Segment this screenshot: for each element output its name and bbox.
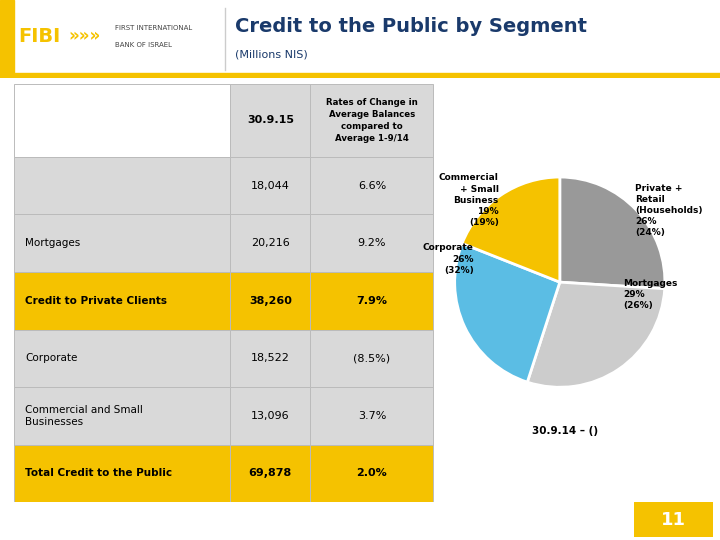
- Text: (Millions NIS): (Millions NIS): [235, 49, 307, 59]
- Text: 30.9.15: 30.9.15: [247, 116, 294, 125]
- Bar: [310, 84, 433, 157]
- Bar: [230, 387, 310, 444]
- Text: Private +
Retail
(Households)
26%
(24%): Private + Retail (Households) 26% (24%): [636, 184, 703, 238]
- Bar: [310, 272, 433, 329]
- Wedge shape: [527, 282, 665, 387]
- Bar: [230, 272, 310, 329]
- Text: 9.2%: 9.2%: [358, 238, 386, 248]
- Text: 20,216: 20,216: [251, 238, 289, 248]
- Bar: [0, 0, 14, 78]
- Text: 6.6%: 6.6%: [358, 181, 386, 191]
- Text: Rates of Change in
Average Balances
compared to
Average 1-9/14: Rates of Change in Average Balances comp…: [326, 98, 418, 143]
- Text: 30.9.14 – (): 30.9.14 – (): [532, 427, 598, 436]
- Text: 11: 11: [661, 511, 685, 529]
- Text: 2.0%: 2.0%: [356, 468, 387, 478]
- Text: FIBI: FIBI: [18, 26, 60, 46]
- Bar: [230, 84, 310, 157]
- Text: Credit to the Public by Segment: Credit to the Public by Segment: [235, 17, 587, 36]
- Bar: [230, 329, 310, 387]
- Text: 18,522: 18,522: [251, 353, 289, 363]
- Text: 38,260: 38,260: [249, 296, 292, 306]
- Bar: [14, 84, 230, 157]
- Text: Credit to Private Clients: Credit to Private Clients: [25, 296, 167, 306]
- Bar: [14, 329, 230, 387]
- Bar: [0, 73, 720, 78]
- Bar: [310, 214, 433, 272]
- Bar: [310, 157, 433, 214]
- Text: Mortgages: Mortgages: [25, 238, 81, 248]
- Text: 7.9%: 7.9%: [356, 296, 387, 306]
- Text: 69,878: 69,878: [248, 468, 292, 478]
- Text: Commercial
+ Small
Business
19%
(19%): Commercial + Small Business 19% (19%): [439, 173, 499, 227]
- Text: (8.5%): (8.5%): [354, 353, 390, 363]
- Bar: [310, 329, 433, 387]
- Text: Corporate: Corporate: [25, 353, 78, 363]
- Bar: [14, 387, 230, 444]
- Bar: [230, 444, 310, 502]
- Bar: [14, 272, 230, 329]
- Text: 13,096: 13,096: [251, 411, 289, 421]
- Bar: [14, 444, 230, 502]
- Wedge shape: [455, 244, 560, 382]
- Bar: [14, 214, 230, 272]
- Bar: [230, 157, 310, 214]
- Wedge shape: [462, 177, 560, 282]
- Text: FIRST INTERNATIONAL: FIRST INTERNATIONAL: [115, 25, 192, 31]
- Text: Total Credit to the Public: Total Credit to the Public: [25, 468, 172, 478]
- Bar: [310, 444, 433, 502]
- Text: Corporate
26%
(32%): Corporate 26% (32%): [423, 244, 474, 275]
- Bar: [14, 157, 230, 214]
- Text: Commercial and Small
Businesses: Commercial and Small Businesses: [25, 404, 143, 427]
- Wedge shape: [559, 177, 665, 289]
- Text: Mortgages
29%
(26%): Mortgages 29% (26%): [623, 279, 678, 310]
- Bar: [310, 387, 433, 444]
- Text: »»»: »»»: [68, 27, 100, 45]
- Text: 18,044: 18,044: [251, 181, 289, 191]
- Bar: [230, 214, 310, 272]
- Text: BANK OF ISRAEL: BANK OF ISRAEL: [115, 42, 172, 48]
- Text: 3.7%: 3.7%: [358, 411, 386, 421]
